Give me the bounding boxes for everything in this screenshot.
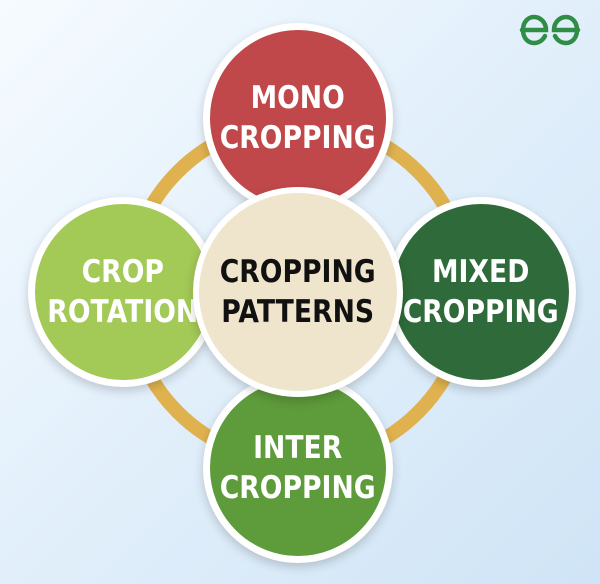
node-label: MIXED CROPPING <box>403 252 559 332</box>
node-label-line: MIXED <box>432 254 530 290</box>
node-inter-cropping: INTER CROPPING <box>203 373 393 563</box>
node-label-line: ROTATION <box>47 294 199 330</box>
node-crop-rotation: CROP ROTATION <box>28 197 218 387</box>
node-label-line: CROPPING <box>220 120 376 156</box>
node-cropping-patterns-center: CROPPING PATTERNS <box>193 187 403 397</box>
node-label: MONO CROPPING <box>220 78 376 158</box>
node-mixed-cropping: MIXED CROPPING <box>386 197 576 387</box>
node-label: INTER CROPPING <box>220 428 376 508</box>
node-label-line: INTER <box>253 430 343 466</box>
gfg-logo-icon <box>519 14 581 46</box>
node-label-line: MONO <box>250 80 346 116</box>
center-label-line: CROPPING <box>220 254 376 290</box>
center-label-line: PATTERNS <box>221 294 375 330</box>
node-label: CROP ROTATION <box>48 252 199 332</box>
node-label-line: CROPPING <box>220 470 376 506</box>
center-label: CROPPING PATTERNS <box>220 252 376 332</box>
node-label-line: CROPPING <box>403 294 559 330</box>
node-mono-cropping: MONO CROPPING <box>203 23 393 213</box>
node-label-line: CROP <box>81 254 165 290</box>
